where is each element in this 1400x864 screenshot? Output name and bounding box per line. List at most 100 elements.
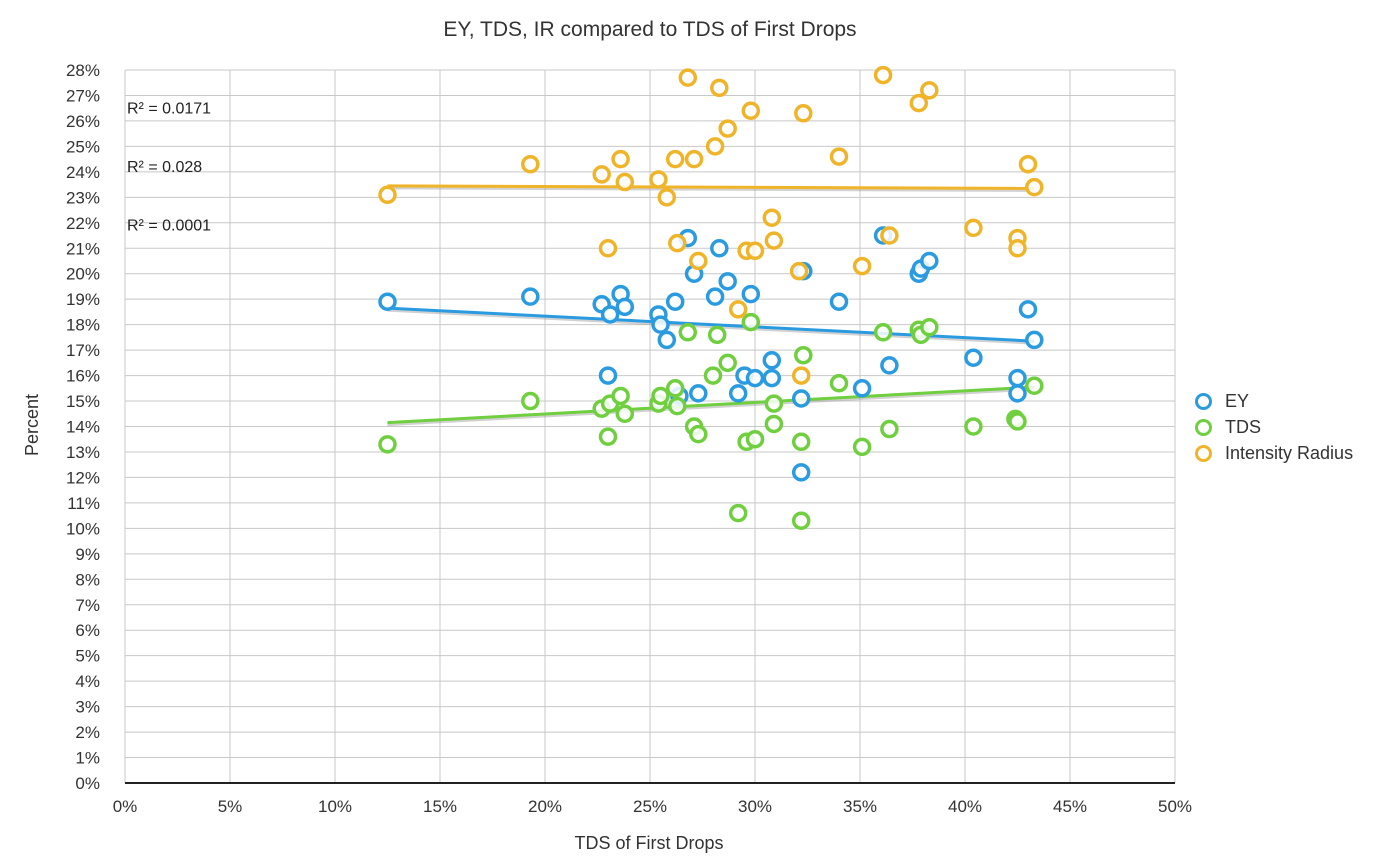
legend-item: Intensity Radius xyxy=(1195,440,1353,466)
tds-point xyxy=(718,353,737,373)
intensity-radius-point xyxy=(920,81,939,100)
ey-point xyxy=(378,292,397,311)
tds-point xyxy=(764,414,784,434)
y-tick-label: 10% xyxy=(66,519,100,538)
legend: EY TDS Intensity Radius xyxy=(1195,388,1353,466)
intensity-radius-point xyxy=(678,68,698,87)
intensity-radius-point xyxy=(794,104,813,123)
y-tick-label: 21% xyxy=(66,239,100,258)
r-squared-label: R² = 0.0001 xyxy=(127,217,211,234)
intensity-radius-point xyxy=(718,119,737,138)
x-tick-label: 40% xyxy=(948,797,982,816)
intensity-radius-point xyxy=(728,300,748,319)
y-tick-label: 15% xyxy=(66,392,100,411)
intensity-radius-point xyxy=(665,149,685,169)
intensity-radius-trendline xyxy=(387,184,1035,190)
intensity-radius-point xyxy=(909,93,929,113)
r-squared-label: R² = 0.0171 xyxy=(127,100,211,117)
chart-title: EY, TDS, IR compared to TDS of First Dro… xyxy=(443,18,857,41)
y-tick-label: 20% xyxy=(66,265,100,284)
tds-point xyxy=(791,511,811,530)
ey-point xyxy=(657,330,677,350)
ey-point xyxy=(1008,368,1027,388)
intensity-radius-point xyxy=(1025,177,1044,197)
ey-point xyxy=(964,348,983,367)
tds-trendline xyxy=(387,385,1035,425)
intensity-radius-point xyxy=(684,149,704,169)
legend-label: TDS xyxy=(1225,416,1261,437)
y-tick-label: 26% xyxy=(66,112,100,131)
ey-point xyxy=(689,384,708,403)
tds-point xyxy=(598,427,618,446)
ey-point xyxy=(710,239,729,258)
ey-point xyxy=(665,292,685,311)
tds-point xyxy=(741,312,761,332)
y-tick-label: 22% xyxy=(66,214,100,233)
data-points xyxy=(378,65,1044,530)
tds-point xyxy=(703,366,723,385)
y-tick-label: 27% xyxy=(66,86,100,105)
ey-point xyxy=(762,368,782,388)
tds-point xyxy=(829,373,849,393)
x-tick-label: 15% xyxy=(423,797,457,816)
tds-point xyxy=(1008,412,1027,431)
y-tick-label: 3% xyxy=(75,698,100,717)
x-tick-label: 0% xyxy=(113,797,138,816)
intensity-radius-point xyxy=(1008,239,1027,258)
legend-marker xyxy=(1195,392,1212,410)
y-tick-label: 6% xyxy=(75,621,100,640)
tds-point xyxy=(651,386,670,406)
intensity-radius-point xyxy=(964,218,983,238)
y-tick-label: 4% xyxy=(75,672,100,691)
tds-point xyxy=(1025,376,1044,396)
intensity-radius-point xyxy=(592,165,611,184)
tds-point xyxy=(668,396,687,416)
y-axis-title: Percent xyxy=(22,394,42,456)
y-tick-label: 9% xyxy=(75,545,100,564)
ey-point xyxy=(600,305,620,324)
x-tick-labels: 0% 5% 10% 15% 20% 25% 30% 35% 40% 45% 50% xyxy=(113,797,1192,816)
x-tick-label: 50% xyxy=(1158,797,1192,816)
ey-point xyxy=(598,366,618,385)
ey-point xyxy=(880,356,899,375)
intensity-radius-point xyxy=(689,251,708,271)
ey-point xyxy=(1025,330,1044,350)
ey-point xyxy=(705,287,725,306)
y-tick-label: 24% xyxy=(66,163,100,182)
ey-point xyxy=(651,315,670,334)
intensity-radius-point xyxy=(873,65,893,85)
y-tick-label: 0% xyxy=(75,774,100,793)
r-squared-annotations: R² = 0.0171 R² = 0.028 R² = 0.0001 xyxy=(127,100,211,234)
tds-point xyxy=(791,432,811,452)
tds-trendline-shadow xyxy=(387,387,1035,427)
y-tick-label: 11% xyxy=(67,494,100,513)
legend-item: EY xyxy=(1195,388,1353,414)
ey-point xyxy=(762,351,782,370)
y-tick-label: 17% xyxy=(66,341,100,360)
intensity-radius-point xyxy=(710,78,729,98)
intensity-radius-point xyxy=(598,239,618,258)
tds-point xyxy=(920,317,939,337)
tds-point xyxy=(764,394,784,413)
ey-point xyxy=(791,389,811,408)
y-tick-label: 23% xyxy=(66,188,100,207)
y-tick-label: 7% xyxy=(75,596,100,615)
intensity-radius-point xyxy=(789,261,809,281)
ey-point xyxy=(920,251,939,271)
y-tick-label: 1% xyxy=(75,749,100,768)
intensity-radius-point xyxy=(649,170,668,189)
tds-point xyxy=(707,325,727,345)
ey-point xyxy=(718,272,737,291)
ey-point xyxy=(852,379,872,398)
intensity-radius-point xyxy=(378,185,397,205)
tds-point xyxy=(873,323,893,342)
ey-point xyxy=(521,287,540,306)
y-tick-label: 28% xyxy=(66,61,100,80)
intensity-radius-point xyxy=(705,137,725,156)
ey-point xyxy=(615,297,635,317)
y-tick-label: 19% xyxy=(66,290,100,309)
x-tick-label: 30% xyxy=(738,797,772,816)
ey-point xyxy=(829,292,849,311)
trendlines xyxy=(387,184,1035,427)
